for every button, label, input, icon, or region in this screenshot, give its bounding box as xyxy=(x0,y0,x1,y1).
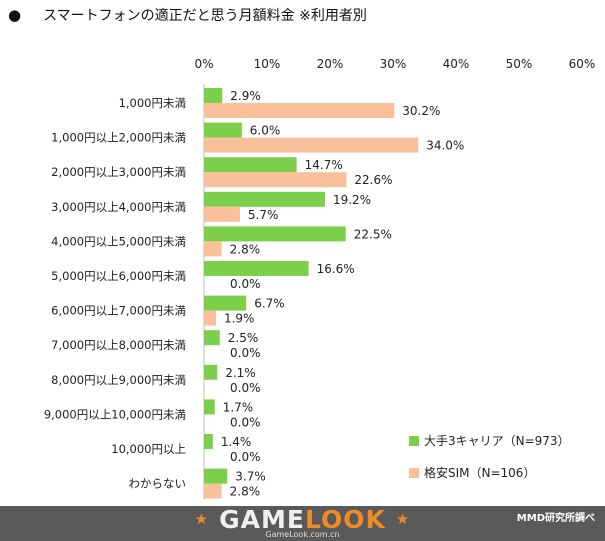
data-label: 2.1% xyxy=(225,366,256,380)
data-label: 30.2% xyxy=(402,104,440,118)
logo-url: GameLook.com.cn xyxy=(265,530,340,539)
bar-carrier xyxy=(204,226,346,242)
bar-mvno xyxy=(204,241,222,257)
category-label: 2,000円以上3,000円未満 xyxy=(51,165,186,179)
category-label: 1,000円以上2,000円未満 xyxy=(51,131,186,145)
bar-carrier xyxy=(204,295,247,311)
category-label: 10,000円以上 xyxy=(111,442,186,456)
bar-carrier xyxy=(204,330,220,346)
category-label: わからない xyxy=(129,477,187,491)
x-tick-label: 30% xyxy=(380,57,407,71)
category-label: 4,000円以上5,000円未満 xyxy=(51,234,186,248)
data-label: 2.5% xyxy=(228,331,259,345)
watermark-footer: ★ GAMELOOK ★ GameLook.com.cn MMD研究所調べ xyxy=(0,506,605,541)
logo-look-text: LOOK xyxy=(304,505,386,534)
bar-carrier xyxy=(204,434,213,449)
gamelook-logo: ★ GAMELOOK ★ xyxy=(0,506,605,533)
star-icon: ★ xyxy=(395,510,411,528)
bar-mvno xyxy=(204,172,347,188)
bar-mvno xyxy=(204,310,216,326)
category-label: 5,000円以上6,000円未満 xyxy=(51,269,186,283)
data-label: 2.8% xyxy=(230,485,261,499)
category-label: 9,000円以上10,000円未満 xyxy=(44,407,186,421)
data-label: 0.0% xyxy=(230,415,261,429)
legend-swatch-carrier xyxy=(409,436,419,446)
data-label: 1.9% xyxy=(224,312,255,326)
data-label: 0.0% xyxy=(230,381,261,395)
legend-label: 大手3キャリア（N=973） xyxy=(424,434,570,448)
legend-swatch-mvno xyxy=(409,468,419,478)
source-credit: MMD研究所調べ xyxy=(516,513,595,524)
bar-carrier xyxy=(204,468,228,484)
data-label: 2.8% xyxy=(230,242,261,256)
data-label: 0.0% xyxy=(230,346,261,360)
bar-carrier xyxy=(204,399,215,415)
category-label: 6,000円以上7,000円未満 xyxy=(51,304,186,318)
data-label: 1.7% xyxy=(223,400,254,414)
data-label: 14.7% xyxy=(305,158,343,172)
bar-mvno xyxy=(204,137,419,153)
category-label: 7,000円以上8,000円未満 xyxy=(51,338,186,352)
bar-mvno xyxy=(204,206,240,222)
bar-carrier xyxy=(204,364,218,380)
chart-title: ● スマートフォンの適正だと思う月額料金 ※利用者別 xyxy=(8,4,367,26)
x-tick-label: 10% xyxy=(254,57,281,71)
x-tick-label: 40% xyxy=(443,57,470,71)
bar-carrier xyxy=(204,122,242,138)
x-tick-label: 50% xyxy=(506,57,533,71)
category-label: 3,000円以上4,000円未満 xyxy=(51,200,186,214)
data-label: 2.9% xyxy=(230,89,261,103)
data-label: 22.5% xyxy=(354,227,392,241)
data-label: 16.6% xyxy=(317,262,355,276)
data-label: 0.0% xyxy=(230,277,261,291)
data-label: 3.7% xyxy=(235,470,266,484)
title-text: スマートフォンの適正だと思う月額料金 ※利用者別 xyxy=(43,8,367,24)
data-label: 34.0% xyxy=(426,139,464,153)
bar-carrier xyxy=(204,191,325,207)
bar-carrier xyxy=(204,261,309,276)
data-label: 6.7% xyxy=(254,297,285,311)
data-label: 1.4% xyxy=(221,435,252,449)
data-label: 5.7% xyxy=(248,208,279,222)
bar-carrier xyxy=(204,88,223,103)
category-label: 1,000円未満 xyxy=(119,96,186,110)
category-label: 8,000円以上9,000円未満 xyxy=(51,373,186,387)
title-bullet: ● xyxy=(8,6,22,24)
data-label: 22.6% xyxy=(354,173,392,187)
x-tick-label: 60% xyxy=(569,57,596,71)
x-tick-label: 20% xyxy=(317,57,344,71)
data-label: 19.2% xyxy=(333,193,371,207)
x-tick-label: 0% xyxy=(194,57,213,71)
star-icon: ★ xyxy=(194,510,210,528)
data-label: 6.0% xyxy=(250,124,280,138)
bar-mvno xyxy=(204,483,222,499)
data-label: 0.0% xyxy=(230,450,261,464)
bar-carrier xyxy=(204,157,297,173)
logo-game-text: GAME xyxy=(219,505,305,534)
legend-label: 格安SIM（N=106） xyxy=(424,465,535,480)
bar-mvno xyxy=(204,103,395,118)
